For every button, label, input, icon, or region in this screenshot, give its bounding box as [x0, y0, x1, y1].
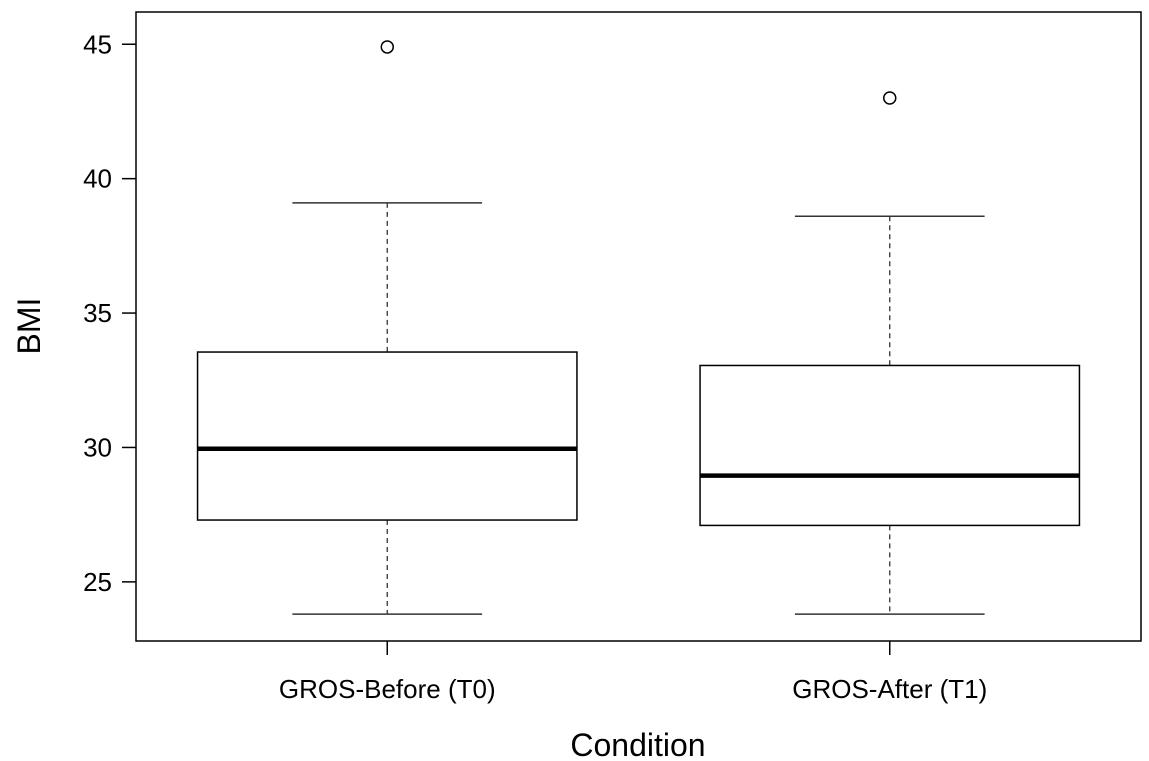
- boxes: [196, 40, 1081, 615]
- box-iqr: [196, 351, 578, 521]
- y-tick-label: 45: [83, 29, 112, 59]
- y-tick-label: 35: [83, 298, 112, 328]
- box-group: [699, 91, 1081, 615]
- x-tick-label: GROS-Before (T0): [279, 674, 496, 704]
- box-group: [196, 40, 578, 615]
- y-axis-title: BMI: [11, 298, 47, 355]
- x-axis: GROS-Before (T0) GROS-After (T1): [279, 641, 987, 704]
- outlier-point: [380, 40, 394, 54]
- outlier-point: [883, 91, 897, 105]
- box-iqr: [699, 364, 1081, 527]
- y-tick-label: 40: [83, 164, 112, 194]
- x-axis-title: Condition: [570, 727, 705, 761]
- y-tick-label: 25: [83, 567, 112, 597]
- y-tick-label: 30: [83, 432, 112, 462]
- x-tick-label: GROS-After (T1): [792, 674, 987, 704]
- plot-area-frame: [135, 11, 1142, 642]
- y-axis: 25 30 35 40 45: [83, 29, 136, 597]
